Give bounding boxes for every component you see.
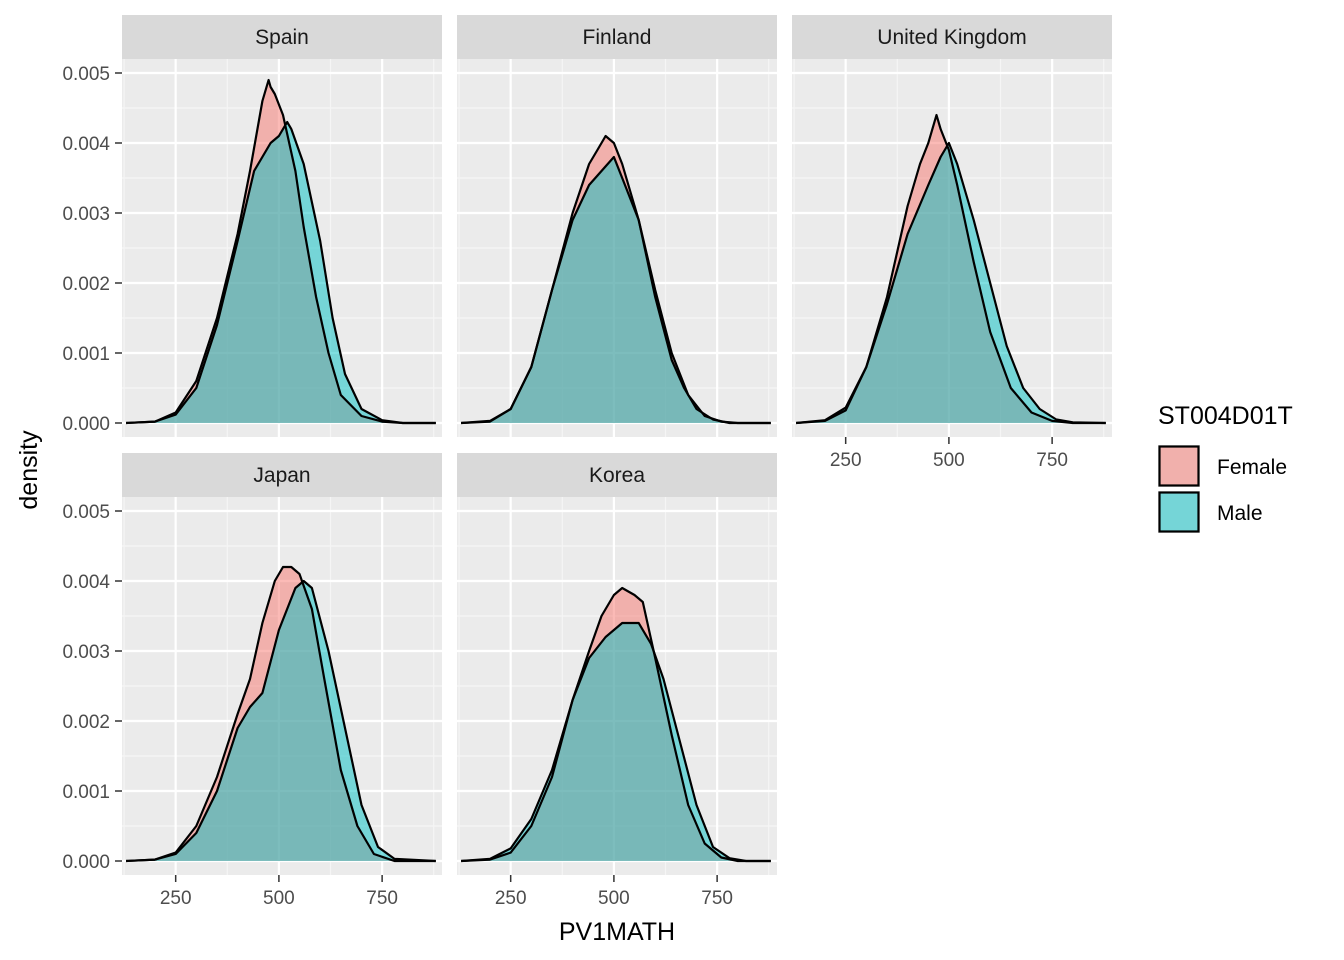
density-area-spain-male [126,122,436,423]
strip-label-united-kingdom: United Kingdom [877,26,1026,49]
strip-label-finland: Finland [583,26,652,49]
x-axis-title: PV1MATH [559,918,675,946]
x-tick-label: 250 [495,888,527,909]
panel-korea: Korea 250 500 750 [457,453,777,909]
legend-label-female: Female [1217,456,1287,479]
y-tick-label: 0.004 [62,134,110,155]
legend-items: Female Male [1158,445,1287,533]
legend-title: ST004D01T [1158,402,1293,430]
y-tick-label: 0.001 [62,782,110,803]
x-tick-label: 500 [263,888,295,909]
strip-label-spain: Spain [255,26,309,49]
y-axis-title: density [15,430,43,510]
x-tick-label: 750 [701,888,733,909]
x-tick-label: 500 [598,888,630,909]
density-area-korea-male [461,623,771,861]
strip-united-kingdom [792,15,1112,59]
panel-finland: Finland [457,15,777,437]
legend-key-female [1158,445,1200,487]
y-tick-label: 0.000 [62,852,110,873]
density-area-finland-male [461,157,771,423]
panel-spain: Spain 0.000 0.001 0.002 0.003 0.004 0.005 [62,15,442,437]
density-area-united-kingdom-male [796,143,1106,423]
y-tick-label: 0.002 [62,712,110,733]
strip-japan [122,453,442,497]
panel-japan: Japan 0.000 0.001 0.002 0.003 0.004 0.005 250 50… [62,453,442,909]
y-tick-label: 0.000 [62,414,110,435]
density-line-spain-male [126,120,436,425]
legend: ST004D01T Female Male [1158,402,1293,533]
y-tick-label: 0.001 [62,344,110,365]
strip-korea [457,453,777,497]
strip-spain [122,15,442,59]
strip-label-korea: Korea [589,464,645,487]
density-line-united-kingdom-male [795,141,1106,425]
density-line-finland-male [461,155,771,425]
legend-key-male [1158,491,1200,533]
density-line-spain-female [126,78,436,425]
x-tick-label: 750 [366,888,398,909]
x-tick-label: 500 [933,450,965,471]
legend-label-male: Male [1217,502,1263,525]
y-tick-label: 0.003 [62,204,110,225]
density-line-japan-female [126,565,436,863]
y-tick-label: 0.005 [62,64,110,85]
x-tick-label: 750 [1036,450,1068,471]
y-tick-label: 0.003 [62,642,110,663]
panel-united-kingdom: United Kingdom 250 500 750 [792,15,1112,471]
panels: Spain 0.000 0.001 0.002 0.003 0.004 0.005 Finla… [62,15,1112,909]
x-tick-label: 250 [160,888,192,909]
strip-finland [457,15,777,59]
density-line-japan-male [126,579,436,863]
y-tick-label: 0.004 [62,572,110,593]
x-tick-label: 250 [830,450,862,471]
density-line-korea-female [461,586,771,863]
density-line-korea-male [461,621,771,863]
y-tick-label: 0.005 [62,502,110,523]
strip-label-japan: Japan [253,464,310,487]
y-tick-label: 0.002 [62,274,110,295]
